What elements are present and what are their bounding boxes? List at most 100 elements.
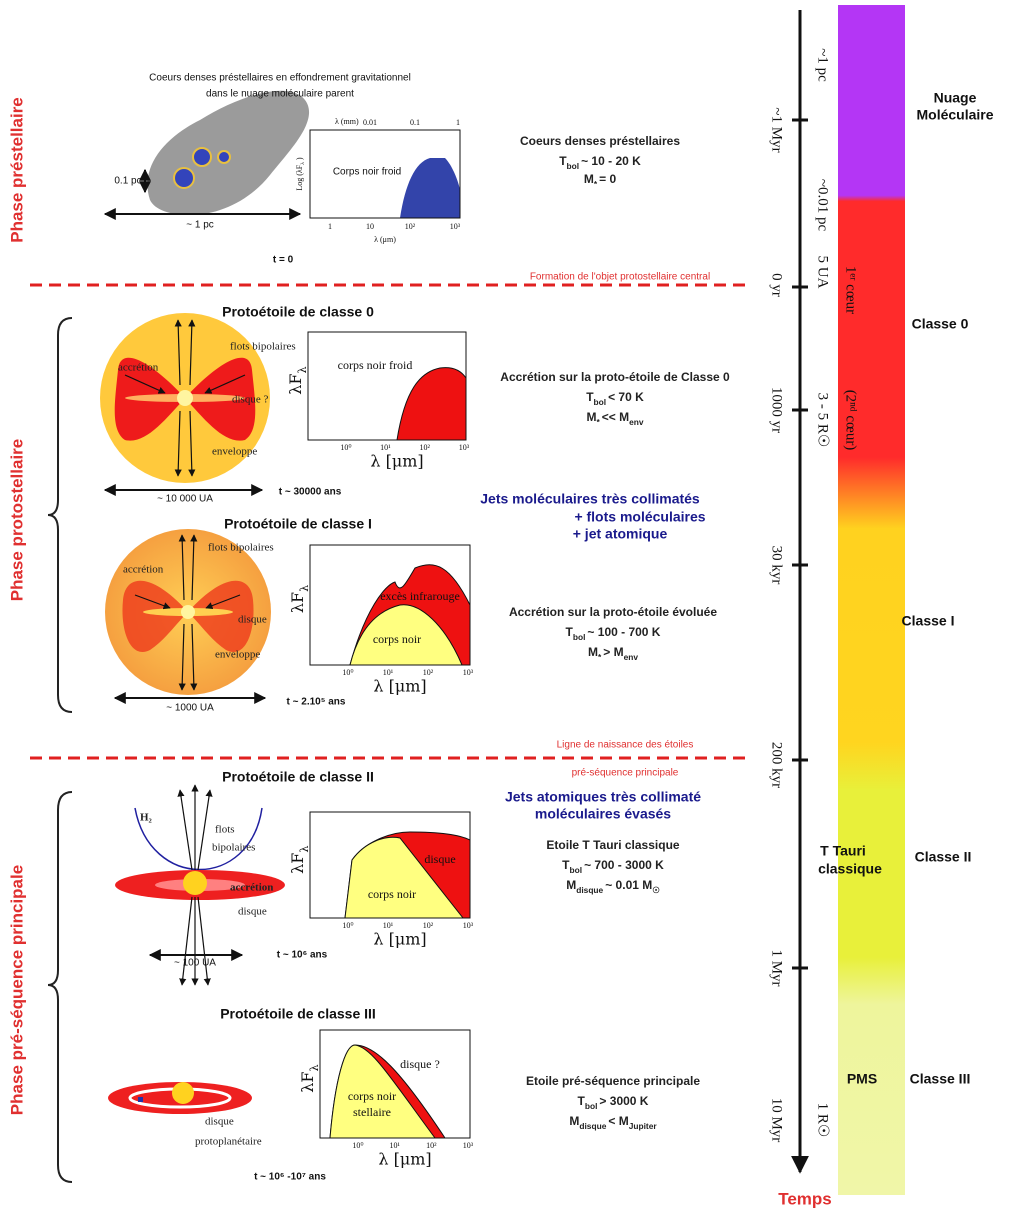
flow-arrows — [134, 534, 241, 691]
scale-label: ~ 1 pc — [186, 220, 214, 231]
caption: dans le nuage moléculaire parent — [206, 89, 354, 100]
bar-label: PMS — [847, 1071, 877, 1087]
text-part: T — [566, 625, 574, 639]
caption: Coeurs denses préstellaires en effondrem… — [149, 73, 411, 84]
tick-label: 10² — [423, 921, 434, 930]
illustration-label: bipolaires — [212, 842, 255, 854]
sed-frame — [307, 331, 467, 441]
sed-label: stellaire — [353, 1105, 391, 1119]
axis-label: λ [μm] — [378, 1150, 431, 1169]
cores — [173, 147, 231, 189]
class-label: Nuage — [934, 90, 977, 106]
axis-title: Temps — [778, 1189, 832, 1208]
text-part: T — [586, 390, 594, 404]
scale-label: 0.1 pc — [114, 176, 141, 187]
text-part: ~ 100 - 700 K — [587, 625, 660, 639]
time-label: t = 0 — [273, 255, 294, 266]
description: Etoile pré-séquence principale — [526, 1074, 700, 1088]
class-bar — [838, 5, 905, 1195]
subscript: env — [624, 652, 639, 662]
description: Accrétion sur la proto-étoile de Classe … — [500, 370, 730, 384]
scale-label: ~ 100 UA — [174, 958, 216, 969]
axis-label: λ (mm) — [335, 117, 359, 126]
jets-label: + jet atomique — [573, 526, 668, 542]
subscript: λ — [296, 366, 309, 373]
subscript: bol — [573, 632, 586, 642]
sed-label: corps noir — [373, 632, 421, 646]
subscript: λ — [298, 585, 311, 592]
size-label: ~1 pc — [815, 48, 831, 82]
phase-label: Phase préstellaire — [7, 97, 26, 243]
time-label: t ~ 30000 ans — [279, 487, 342, 498]
tick-label: 10³ — [463, 1141, 474, 1150]
sed-label: corps noir froid — [338, 358, 413, 372]
text-part: T — [578, 1094, 586, 1108]
text-part: T — [562, 858, 570, 872]
core-label: 1ᵉʳ cœur — [843, 266, 859, 314]
subscript: * — [594, 179, 598, 189]
illustration-label: disque — [205, 1116, 234, 1128]
text-part: λF — [288, 853, 307, 874]
protostar — [181, 605, 195, 619]
text-part: Etoile pré-séquence principale — [526, 1074, 700, 1088]
tick-label: 10 — [366, 222, 374, 231]
description: Tbol < 70 K — [586, 390, 644, 407]
text-part: Etoile T Tauri classique — [546, 838, 679, 852]
subscript: λ — [300, 162, 306, 165]
text-part: > M — [603, 645, 623, 659]
illustration-label: accrétion — [230, 882, 273, 894]
lobe — [122, 580, 188, 652]
sed-curve — [344, 836, 465, 919]
tick-label: 1 — [456, 118, 460, 127]
protostar — [177, 390, 193, 406]
sed-frame — [309, 129, 461, 219]
text-part: Accrétion sur la proto-étoile évoluée — [509, 605, 717, 619]
sed-label: Corps noir froid — [333, 167, 401, 178]
subscript: λ — [308, 1064, 321, 1071]
text-part: Log (λF — [295, 164, 304, 190]
tick-label: 0.01 — [363, 118, 377, 127]
text-part: M — [586, 410, 596, 424]
tick-label: 10³ — [459, 443, 470, 452]
time-label: t ~ 10⁶ ans — [277, 950, 328, 961]
text-part: ~ 10 - 20 K — [581, 154, 641, 168]
description: M* = 0 — [584, 172, 617, 189]
description: Tbol ~ 100 - 700 K — [566, 625, 661, 642]
subscript: env — [629, 417, 644, 427]
illustration-label: flots bipolaires — [208, 542, 274, 554]
description: Tbol ~ 10 - 20 K — [559, 154, 641, 171]
axis-label: λ (μm) — [374, 235, 396, 244]
tick-label: 10³ — [463, 921, 474, 930]
description: Tbol > 3000 K — [578, 1094, 649, 1111]
illustration-label: accrétion — [123, 564, 164, 576]
subscript: bol — [594, 397, 607, 407]
text-part: M — [569, 1114, 579, 1128]
bar-label: T Tauri — [820, 843, 866, 859]
text-part: << M — [602, 410, 629, 424]
text-part: λF — [286, 374, 305, 395]
description: Mdisque < MJupiter — [569, 1114, 657, 1131]
tick-label: 1 — [328, 222, 332, 231]
subscript: ☉ — [652, 885, 660, 895]
description: Coeurs denses préstellaires — [520, 134, 680, 148]
description: Tbol ~ 700 - 3000 K — [562, 858, 664, 875]
text-part: λF — [288, 592, 307, 613]
subscript: bol — [567, 161, 580, 171]
illustration-label: protoplanétaire — [195, 1136, 262, 1148]
text-part: ~ 0.01 M — [605, 878, 652, 892]
class-label: Classe I — [902, 613, 955, 629]
time-label: t ~ 10⁶ -10⁷ ans — [254, 1172, 326, 1183]
time-tick-label: 10 Myr — [769, 1098, 785, 1143]
separator-label: Ligne de naissance des étoiles — [557, 740, 694, 751]
subscript: * — [596, 417, 600, 427]
jet-arrows — [177, 784, 213, 986]
star — [172, 1082, 194, 1104]
illustration-label: enveloppe — [215, 649, 260, 661]
illustration-label: disque ? — [232, 394, 268, 406]
text-part: M — [588, 645, 598, 659]
tick-label: 10² — [405, 222, 416, 231]
text-part: < 70 K — [608, 390, 644, 404]
sed-label: disque — [424, 852, 455, 866]
illustration-label: H₂ — [140, 812, 153, 824]
axis-label: λFλ — [286, 366, 309, 394]
